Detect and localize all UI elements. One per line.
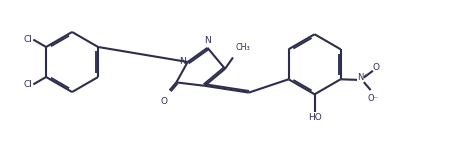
Text: Cl: Cl	[24, 81, 33, 89]
Text: O: O	[160, 97, 167, 106]
Text: O: O	[372, 63, 379, 72]
Text: N: N	[204, 36, 211, 45]
Text: N: N	[179, 57, 186, 66]
Text: O⁻: O⁻	[368, 94, 379, 103]
Text: N⁺: N⁺	[357, 72, 368, 81]
Text: Cl: Cl	[24, 35, 33, 44]
Text: CH₃: CH₃	[236, 43, 251, 52]
Text: HO: HO	[308, 113, 321, 122]
